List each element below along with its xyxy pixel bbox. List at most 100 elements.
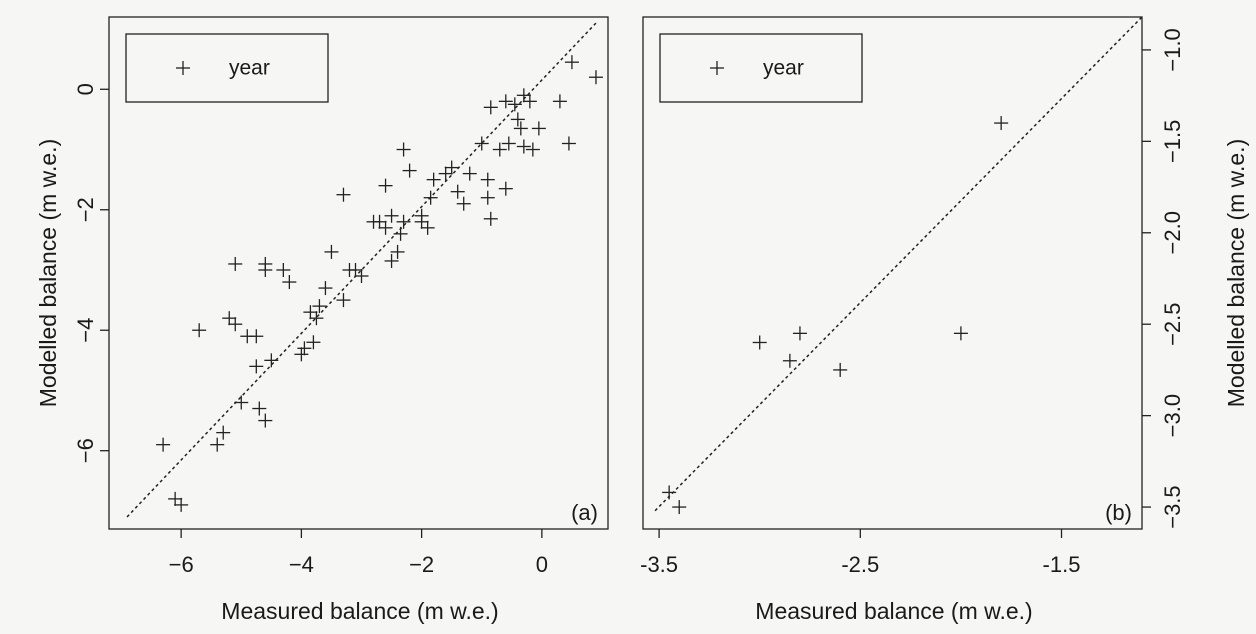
- data-point: [672, 500, 687, 515]
- data-point: [483, 100, 498, 115]
- y-tick-label: −1.5: [1160, 120, 1185, 163]
- data-point: [561, 136, 576, 151]
- data-point: [384, 208, 399, 223]
- data-point: [525, 142, 540, 157]
- data-point: [522, 94, 537, 109]
- data-point: [354, 269, 369, 284]
- data-point: [282, 275, 297, 290]
- data-point: [336, 187, 351, 202]
- panel-b: -3.5 -2.5 -1.5 −3.5 −3.0 −2.5 −2.0 −1.5 −1.0 Meas…: [640, 16, 1249, 624]
- data-point: [516, 88, 531, 103]
- panel-a: −6 −4 −2 0 −6 −4 −2 0 Measured balance (m w.e.) M…: [35, 16, 609, 624]
- data-point: [252, 401, 267, 416]
- data-point: [507, 97, 522, 112]
- data-point: [174, 497, 189, 512]
- data-point: [384, 253, 399, 268]
- legend: year: [125, 33, 329, 103]
- y-tick-label: 0: [73, 83, 98, 95]
- data-point: [372, 214, 387, 229]
- y-tick-label: −4: [73, 318, 98, 343]
- legend-label: year: [229, 57, 270, 80]
- data-point: [588, 70, 603, 85]
- data-point: [531, 121, 546, 136]
- data-point: [378, 220, 393, 235]
- x-axis-title: Measured balance (m w.e.): [755, 598, 1032, 624]
- data-point: [234, 395, 249, 410]
- data-point: [324, 244, 339, 259]
- data-point: [450, 184, 465, 199]
- data-point: [396, 142, 411, 157]
- data-point: [216, 425, 231, 440]
- x-tick-label: -1.5: [1043, 552, 1081, 577]
- data-point: [564, 55, 579, 70]
- x-tick-label: −2: [409, 552, 434, 577]
- x-tick-label: 0: [536, 552, 548, 577]
- data-point: [444, 160, 459, 175]
- data-point: [492, 142, 507, 157]
- data-point: [228, 256, 243, 271]
- y-axis-title: Modelled balance (m w.e.): [35, 139, 61, 407]
- data-point: [516, 139, 531, 154]
- data-point: [258, 256, 273, 271]
- data-point: [258, 413, 273, 428]
- y-tick-label: −2.0: [1160, 211, 1185, 254]
- data-point: [348, 262, 363, 277]
- legend-label: year: [763, 57, 804, 80]
- data-point: [498, 181, 513, 196]
- data-point: [306, 335, 321, 350]
- legend-box: [125, 33, 329, 103]
- y-tick-label: −1.0: [1160, 28, 1185, 71]
- data-point: [210, 437, 225, 452]
- plot-frame: [642, 16, 1143, 530]
- data-point: [462, 166, 477, 181]
- data-point: [426, 172, 441, 187]
- y-tick-label: −6: [73, 438, 98, 463]
- data-point: [336, 293, 351, 308]
- data-point: [662, 485, 677, 500]
- data-point: [249, 359, 264, 374]
- data-point: [474, 136, 489, 151]
- data-point: [480, 172, 495, 187]
- y-tick-label: −3.0: [1160, 394, 1185, 437]
- legend-box: [659, 33, 863, 103]
- x-tick-label: −4: [289, 552, 314, 577]
- data-point: [480, 190, 495, 205]
- data-point: [276, 262, 291, 277]
- legend: year: [659, 33, 863, 103]
- y-tick-label: −2: [73, 197, 98, 222]
- panel-label: (a): [571, 500, 598, 525]
- data-point: [312, 299, 327, 314]
- data-point: [752, 335, 767, 350]
- data-point: [318, 281, 333, 296]
- plot-frame: [108, 16, 609, 530]
- data-point: [396, 214, 411, 229]
- data-point: [792, 326, 807, 341]
- y-axis-title: Modelled balance (m w.e.): [1223, 139, 1249, 407]
- data-point: [309, 311, 324, 326]
- data-point: [168, 491, 183, 506]
- data-point: [390, 244, 405, 259]
- data-point: [552, 94, 567, 109]
- y-tick-label: −3.5: [1160, 485, 1185, 528]
- data-point: [393, 226, 408, 241]
- data-point: [228, 317, 243, 332]
- data-point: [953, 326, 968, 341]
- data-point: [192, 323, 207, 338]
- data-point: [156, 437, 171, 452]
- data-point: [297, 341, 312, 356]
- data-point: [249, 329, 264, 344]
- data-point: [513, 121, 528, 136]
- data-point: [303, 305, 318, 320]
- data-point: [414, 208, 429, 223]
- data-point: [222, 311, 237, 326]
- data-point: [420, 220, 435, 235]
- data-point: [378, 178, 393, 193]
- data-point: [498, 94, 513, 109]
- data-point: [438, 166, 453, 181]
- data-point: [501, 136, 516, 151]
- data-point: [264, 353, 279, 368]
- reference-line: [654, 16, 1143, 512]
- data-point: [294, 347, 309, 362]
- data-point: [833, 362, 848, 377]
